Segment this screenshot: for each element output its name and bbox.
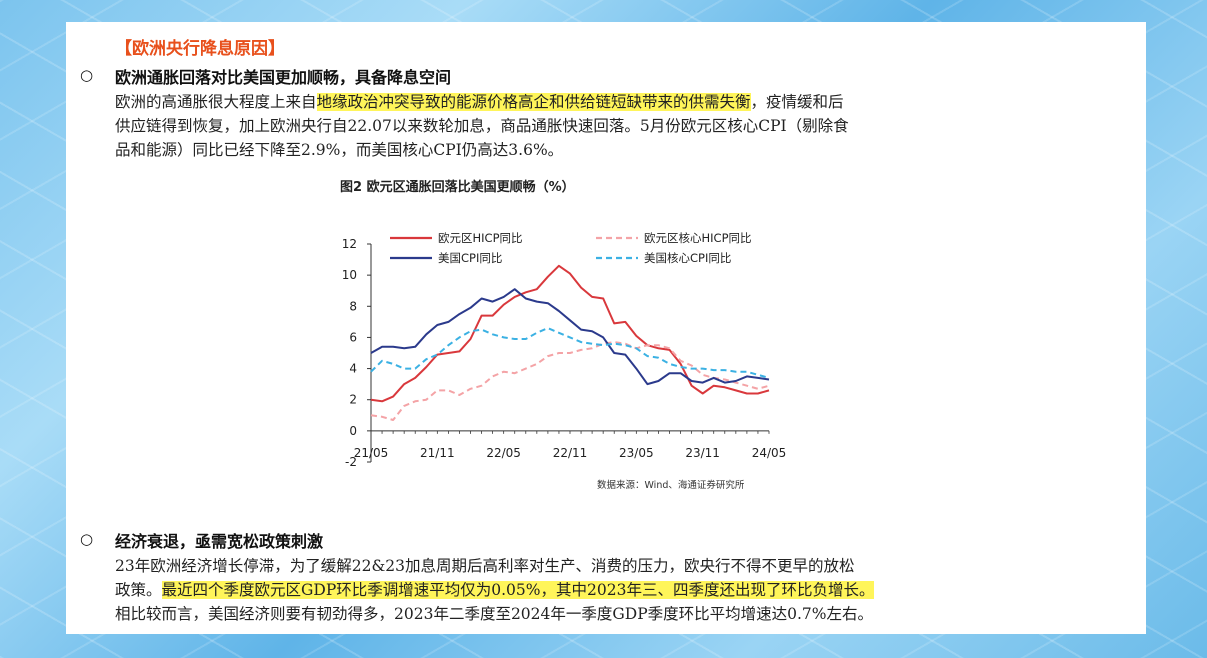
legend-label: 欧元区核心HICP同比	[644, 231, 752, 245]
highlighted-text: 地缘政治冲突导致的能源价格高企和供给链短缺带来的供需失衡	[316, 93, 751, 111]
x-tick-label: 22/11	[553, 446, 588, 460]
x-tick-label: 21/11	[420, 446, 455, 460]
x-tick-label: 24/05	[752, 446, 787, 460]
chart-axes: -2 0 2 4 6 8 10 12 21/05 21/11 22/05 22/11 23/05 23/1…	[342, 237, 787, 469]
y-tick-label: 2	[349, 393, 357, 407]
legend-label: 美国核心CPI同比	[644, 251, 731, 265]
y-tick-label: 12	[342, 237, 357, 251]
bullet-circle-icon: ○	[80, 530, 94, 548]
paragraph-inflation: 欧洲的高通胀很大程度上来自地缘政治冲突导致的能源价格高企和供给链短缺带来的供需失…	[115, 90, 1105, 162]
paragraph-line-2: 政策。最近四个季度欧元区GDP环比季调增速平均仅为0.05%，其中2023年三、…	[115, 578, 1105, 602]
x-tick-label: 23/05	[619, 446, 654, 460]
inflation-chart: 图2 欧元区通胀回落比美国更顺畅（%） -2 0 2 4 6 8 10 12 21/05 21/1…	[328, 176, 798, 496]
paragraph-line-3: 品和能源）同比已经下降至2.9%，而美国核心CPI仍高达3.6%。	[115, 141, 564, 159]
series-line-4	[370, 327, 770, 379]
y-tick-label: 6	[349, 330, 357, 344]
series-line-1	[370, 264, 770, 403]
y-tick-label: 10	[342, 268, 357, 282]
y-tick-label: 0	[349, 424, 357, 438]
x-tick-label: 23/11	[685, 446, 720, 460]
text-segment: 欧洲的高通胀很大程度上来自	[115, 93, 317, 111]
paragraph-recession: 23年欧洲经济增长停滞，为了缓解22&23加息周期后高利率对生产、消费的压力，欧…	[115, 554, 1105, 626]
section-heading: 【欧洲央行降息原因】	[115, 39, 285, 59]
text-segment: ，疫情缓和后	[750, 93, 844, 111]
y-tick-label: -2	[345, 455, 357, 469]
highlighted-text: 最近四个季度欧元区GDP环比季调增速平均仅为0.05%，其中2023年三、四季度…	[161, 581, 875, 599]
y-tick-label: 4	[349, 362, 357, 376]
x-tick-label: 21/05	[354, 446, 389, 460]
paragraph-line-3: 相比较而言，美国经济则要有韧劲得多，2023年二季度至2024年一季度GDP季度…	[115, 605, 874, 623]
legend-label: 欧元区HICP同比	[438, 231, 523, 245]
paragraph-line-2: 供应链得到恢复，加上欧洲央行自22.07以来数轮加息，商品通胀快速回落。5月份欧…	[115, 117, 849, 135]
paragraph-line-1: 23年欧洲经济增长停滞，为了缓解22&23加息周期后高利率对生产、消费的压力，欧…	[115, 557, 855, 575]
chart-series-group	[370, 264, 770, 421]
line-chart-svg: 图2 欧元区通胀回落比美国更顺畅（%） -2 0 2 4 6 8 10 12 21/05 21/1…	[340, 179, 787, 491]
series-line-2	[370, 341, 770, 421]
x-tick-label: 22/05	[486, 446, 521, 460]
chart-title: 图2 欧元区通胀回落比美国更顺畅（%）	[340, 179, 575, 195]
y-tick-label: 8	[349, 299, 357, 313]
bullet-title-recession: 经济衰退，亟需宽松政策刺激	[115, 532, 324, 551]
bullet-circle-icon: ○	[80, 66, 94, 84]
legend-label: 美国CPI同比	[438, 251, 502, 265]
text-segment: 政策。	[115, 581, 162, 599]
series-line-3	[370, 288, 770, 386]
chart-source: 数据来源：Wind、海通证券研究所	[597, 479, 745, 491]
paragraph-line-1: 欧洲的高通胀很大程度上来自地缘政治冲突导致的能源价格高企和供给链短缺带来的供需失…	[115, 90, 1105, 114]
bullet-title-inflation: 欧洲通胀回落对比美国更加顺畅，具备降息空间	[115, 68, 452, 87]
slide-content: 【欧洲央行降息原因】 ○ 欧洲通胀回落对比美国更加顺畅，具备降息空间 欧洲的高通…	[66, 22, 1146, 634]
